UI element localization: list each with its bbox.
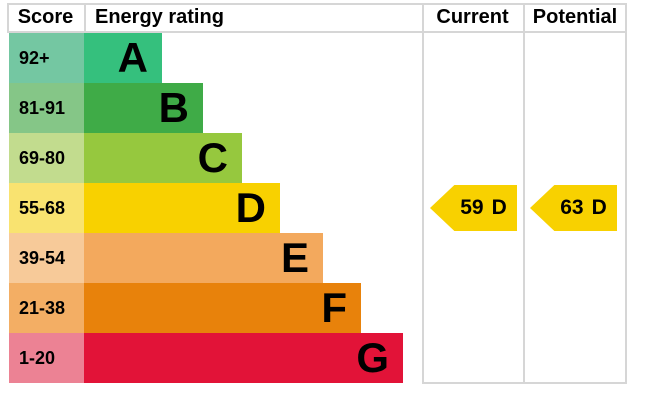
- score-range-label: 1-20: [9, 333, 84, 383]
- current-band-letter: D: [491, 196, 507, 219]
- header-bottom-border: [7, 31, 627, 33]
- header-left-border: [7, 3, 9, 33]
- potential-band-letter: D: [591, 196, 607, 219]
- rating-bar-f: F: [84, 283, 361, 333]
- rating-bar-g: G: [84, 333, 403, 383]
- score-range-label: 55-68: [9, 183, 84, 233]
- score-range-label: 39-54: [9, 233, 84, 283]
- potential-column-header: Potential: [532, 6, 618, 28]
- rating-bar-e: E: [84, 233, 323, 283]
- potential-column-left-border: [523, 3, 525, 384]
- rating-bar-b: B: [84, 83, 203, 133]
- table-top-border: [7, 3, 627, 5]
- current-score-value: 59: [460, 196, 484, 219]
- rating-bar-a: A: [84, 33, 162, 83]
- current-column-header: Current: [436, 6, 509, 28]
- current-column-left-border: [422, 3, 424, 384]
- band-row-c: 69-80 C: [9, 133, 627, 183]
- energy-rating-column-header: Energy rating: [95, 6, 224, 28]
- band-row-a: 92+ A: [9, 33, 627, 83]
- rating-bar-d: D: [84, 183, 280, 233]
- band-row-f: 21-38 F: [9, 283, 627, 333]
- score-column-divider: [84, 3, 86, 33]
- columns-bottom-border: [422, 382, 627, 384]
- chart-area: Score Energy rating Current Potential 92…: [7, 3, 627, 384]
- band-row-d: 55-68 D: [9, 183, 627, 233]
- band-row-e: 39-54 E: [9, 233, 627, 283]
- score-column-header: Score: [17, 6, 74, 28]
- score-range-label: 92+: [9, 33, 84, 83]
- score-range-label: 81-91: [9, 83, 84, 133]
- potential-score-value: 63: [560, 196, 584, 219]
- table-right-border: [625, 3, 627, 384]
- band-row-g: 1-20 G: [9, 333, 627, 383]
- band-row-b: 81-91 B: [9, 83, 627, 133]
- rating-bar-c: C: [84, 133, 242, 183]
- score-range-label: 69-80: [9, 133, 84, 183]
- score-range-label: 21-38: [9, 283, 84, 333]
